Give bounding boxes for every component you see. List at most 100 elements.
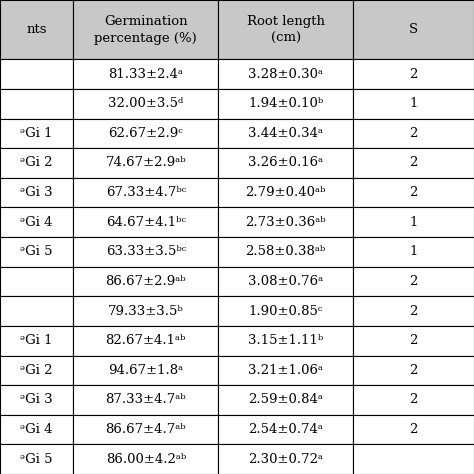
Bar: [353, 445, 474, 474]
Text: 87.33±4.7ᵃᵇ: 87.33±4.7ᵃᵇ: [105, 393, 186, 406]
Bar: [0, 445, 73, 474]
Text: 74.67±2.9ᵃᵇ: 74.67±2.9ᵃᵇ: [105, 156, 186, 169]
Text: 2.58±0.38ᵃᵇ: 2.58±0.38ᵃᵇ: [246, 246, 326, 258]
Bar: [218, 208, 353, 237]
Text: 3.44±0.34ᵃ: 3.44±0.34ᵃ: [248, 127, 323, 140]
Text: Root length
(cm): Root length (cm): [246, 15, 325, 45]
Text: 32.00±3.5ᵈ: 32.00±3.5ᵈ: [108, 97, 183, 110]
Text: ᵊGi 2: ᵊGi 2: [20, 364, 53, 377]
Bar: [218, 415, 353, 445]
Bar: [0, 178, 73, 208]
Text: nts: nts: [27, 23, 47, 36]
Bar: [353, 148, 474, 178]
Text: 79.33±3.5ᵇ: 79.33±3.5ᵇ: [108, 305, 183, 318]
Bar: [73, 445, 218, 474]
Text: 2: 2: [410, 423, 418, 436]
Text: 1: 1: [410, 246, 418, 258]
Text: 2.59±0.84ᵃ: 2.59±0.84ᵃ: [248, 393, 323, 406]
Bar: [218, 237, 353, 266]
Bar: [353, 326, 474, 356]
Text: 82.67±4.1ᵃᵇ: 82.67±4.1ᵃᵇ: [106, 334, 186, 347]
Bar: [353, 118, 474, 148]
Text: 81.33±2.4ᵃ: 81.33±2.4ᵃ: [108, 68, 183, 81]
Bar: [218, 296, 353, 326]
Text: 2: 2: [410, 68, 418, 81]
Text: 2.73±0.36ᵃᵇ: 2.73±0.36ᵃᵇ: [245, 216, 326, 228]
Text: 2: 2: [410, 127, 418, 140]
Text: 2.54±0.74ᵃ: 2.54±0.74ᵃ: [248, 423, 323, 436]
Bar: [73, 385, 218, 415]
Bar: [73, 118, 218, 148]
Text: 2: 2: [410, 275, 418, 288]
Bar: [0, 356, 73, 385]
Bar: [73, 0, 218, 59]
Text: ᵊGi 5: ᵊGi 5: [20, 453, 53, 465]
Text: S: S: [409, 23, 418, 36]
Text: ᵊGi 4: ᵊGi 4: [20, 423, 53, 436]
Text: 3.08±0.76ᵃ: 3.08±0.76ᵃ: [248, 275, 323, 288]
Text: 1.94±0.10ᵇ: 1.94±0.10ᵇ: [248, 97, 323, 110]
Bar: [218, 385, 353, 415]
Text: ᵊGi 2: ᵊGi 2: [20, 156, 53, 169]
Bar: [353, 178, 474, 208]
Bar: [353, 296, 474, 326]
Bar: [218, 0, 353, 59]
Text: ᵊGi 5: ᵊGi 5: [20, 246, 53, 258]
Text: 1: 1: [410, 216, 418, 228]
Text: 2: 2: [410, 334, 418, 347]
Bar: [0, 59, 73, 89]
Bar: [73, 208, 218, 237]
Bar: [73, 148, 218, 178]
Bar: [353, 356, 474, 385]
Bar: [218, 445, 353, 474]
Text: 2: 2: [410, 305, 418, 318]
Bar: [353, 385, 474, 415]
Bar: [218, 266, 353, 296]
Bar: [353, 0, 474, 59]
Text: 63.33±3.5ᵇᶜ: 63.33±3.5ᵇᶜ: [106, 246, 186, 258]
Bar: [353, 266, 474, 296]
Bar: [0, 326, 73, 356]
Text: ᵊGi 4: ᵊGi 4: [20, 216, 53, 228]
Bar: [218, 178, 353, 208]
Text: 67.33±4.7ᵇᶜ: 67.33±4.7ᵇᶜ: [106, 186, 186, 199]
Text: 2: 2: [410, 393, 418, 406]
Bar: [353, 237, 474, 266]
Text: 3.28±0.30ᵃ: 3.28±0.30ᵃ: [248, 68, 323, 81]
Text: 2: 2: [410, 156, 418, 169]
Bar: [0, 415, 73, 445]
Bar: [73, 178, 218, 208]
Bar: [0, 208, 73, 237]
Bar: [353, 59, 474, 89]
Text: 86.00±4.2ᵃᵇ: 86.00±4.2ᵃᵇ: [106, 453, 186, 465]
Bar: [73, 356, 218, 385]
Text: 64.67±4.1ᵇᶜ: 64.67±4.1ᵇᶜ: [106, 216, 186, 228]
Bar: [218, 89, 353, 118]
Bar: [0, 0, 73, 59]
Bar: [0, 237, 73, 266]
Bar: [353, 89, 474, 118]
Bar: [218, 59, 353, 89]
Text: 86.67±4.7ᵃᵇ: 86.67±4.7ᵃᵇ: [105, 423, 186, 436]
Text: Germination
percentage (%): Germination percentage (%): [94, 15, 197, 45]
Text: 94.67±1.8ᵃ: 94.67±1.8ᵃ: [108, 364, 183, 377]
Text: ᵊGi 3: ᵊGi 3: [20, 186, 53, 199]
Bar: [353, 415, 474, 445]
Bar: [0, 118, 73, 148]
Text: 1: 1: [410, 97, 418, 110]
Text: 62.67±2.9ᶜ: 62.67±2.9ᶜ: [109, 127, 183, 140]
Bar: [73, 59, 218, 89]
Bar: [0, 266, 73, 296]
Bar: [0, 385, 73, 415]
Bar: [218, 148, 353, 178]
Text: 2.79±0.40ᵃᵇ: 2.79±0.40ᵃᵇ: [246, 186, 326, 199]
Bar: [73, 296, 218, 326]
Text: ᵊGi 1: ᵊGi 1: [20, 334, 53, 347]
Text: 3.15±1.11ᵇ: 3.15±1.11ᵇ: [248, 334, 323, 347]
Bar: [218, 118, 353, 148]
Bar: [73, 237, 218, 266]
Bar: [0, 296, 73, 326]
Text: 86.67±2.9ᵃᵇ: 86.67±2.9ᵃᵇ: [105, 275, 186, 288]
Bar: [0, 89, 73, 118]
Bar: [73, 415, 218, 445]
